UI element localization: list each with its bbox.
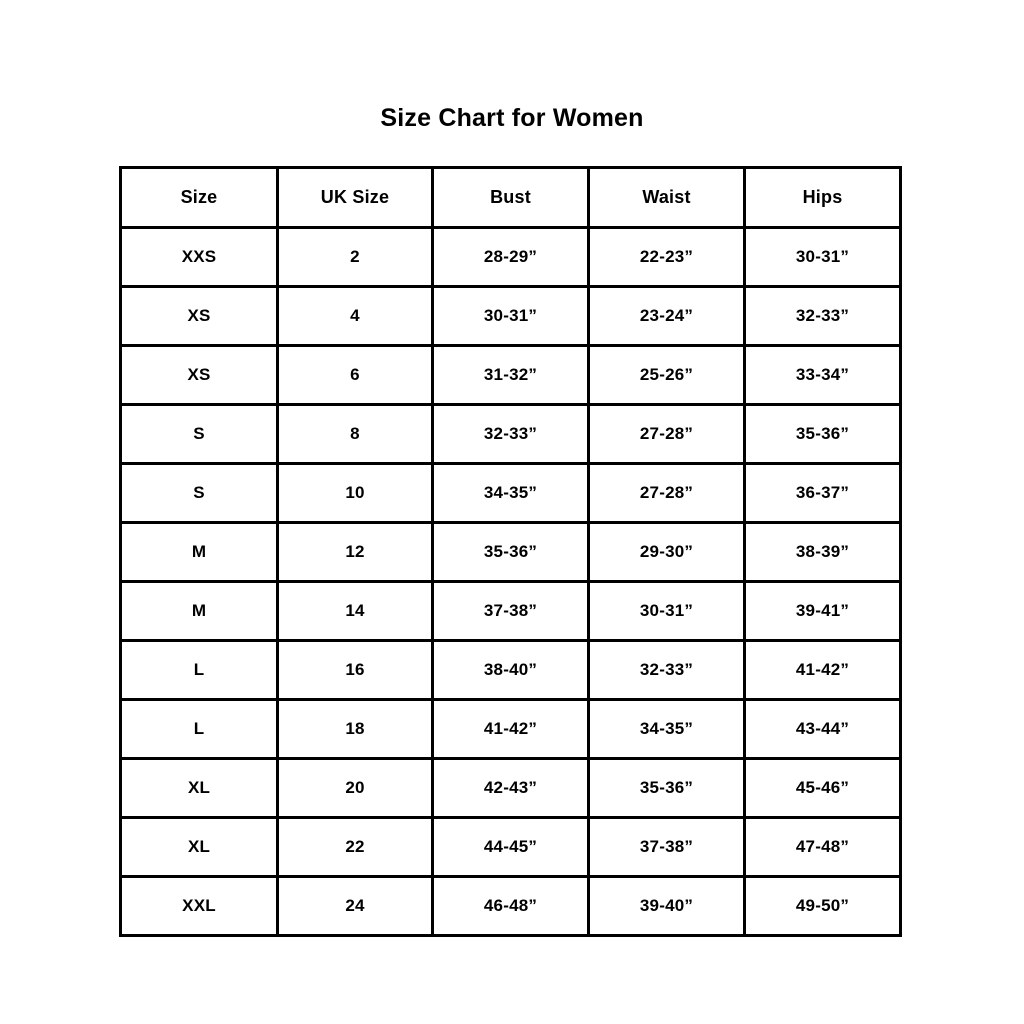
cell-waist: 37-38” (587, 816, 746, 878)
cell-bust: 41-42” (431, 698, 590, 760)
cell-waist: 27-28” (587, 462, 746, 524)
table-row: M 14 37-38” 30-31” 39-41” (119, 580, 902, 642)
table-row: XXS 2 28-29” 22-23” 30-31” (119, 226, 902, 288)
table-row: S 8 32-33” 27-28” 35-36” (119, 403, 902, 465)
table-row: XXL 24 46-48” 39-40” 49-50” (119, 875, 902, 937)
table-row: L 18 41-42” 34-35” 43-44” (119, 698, 902, 760)
cell-hips: 39-41” (743, 580, 902, 642)
cell-size: XL (119, 757, 279, 819)
column-header-uk-size: UK Size (276, 166, 434, 229)
cell-hips: 35-36” (743, 403, 902, 465)
cell-waist: 29-30” (587, 521, 746, 583)
table-row: XL 20 42-43” 35-36” 45-46” (119, 757, 902, 819)
cell-hips: 41-42” (743, 639, 902, 701)
cell-size: L (119, 698, 279, 760)
cell-bust: 32-33” (431, 403, 590, 465)
table-row: XS 4 30-31” 23-24” 32-33” (119, 285, 902, 347)
table-row: XL 22 44-45” 37-38” 47-48” (119, 816, 902, 878)
cell-hips: 32-33” (743, 285, 902, 347)
cell-hips: 43-44” (743, 698, 902, 760)
cell-waist: 35-36” (587, 757, 746, 819)
table-row: S 10 34-35” 27-28” 36-37” (119, 462, 902, 524)
cell-bust: 28-29” (431, 226, 590, 288)
cell-uk: 20 (276, 757, 434, 819)
cell-uk: 10 (276, 462, 434, 524)
cell-uk: 14 (276, 580, 434, 642)
table-header-row: Size UK Size Bust Waist Hips (119, 166, 902, 229)
column-header-bust: Bust (431, 166, 590, 229)
cell-uk: 4 (276, 285, 434, 347)
cell-hips: 38-39” (743, 521, 902, 583)
table-row: XS 6 31-32” 25-26” 33-34” (119, 344, 902, 406)
cell-uk: 24 (276, 875, 434, 937)
page-title: Size Chart for Women (380, 104, 644, 132)
cell-bust: 44-45” (431, 816, 590, 878)
cell-uk: 22 (276, 816, 434, 878)
cell-hips: 33-34” (743, 344, 902, 406)
cell-waist: 25-26” (587, 344, 746, 406)
cell-bust: 31-32” (431, 344, 590, 406)
cell-bust: 46-48” (431, 875, 590, 937)
cell-size: S (119, 403, 279, 465)
cell-waist: 30-31” (587, 580, 746, 642)
cell-bust: 42-43” (431, 757, 590, 819)
cell-uk: 18 (276, 698, 434, 760)
cell-size: XL (119, 816, 279, 878)
cell-hips: 36-37” (743, 462, 902, 524)
cell-size: M (119, 521, 279, 583)
cell-waist: 39-40” (587, 875, 746, 937)
column-header-hips: Hips (743, 166, 902, 229)
cell-size: XS (119, 344, 279, 406)
size-table-container: Size UK Size Bust Waist Hips XXS 2 28-29… (119, 166, 902, 937)
column-header-size: Size (119, 166, 279, 229)
cell-waist: 23-24” (587, 285, 746, 347)
cell-size: M (119, 580, 279, 642)
cell-size: XS (119, 285, 279, 347)
cell-bust: 34-35” (431, 462, 590, 524)
cell-uk: 2 (276, 226, 434, 288)
cell-size: S (119, 462, 279, 524)
table-row: M 12 35-36” 29-30” 38-39” (119, 521, 902, 583)
column-header-waist: Waist (587, 166, 746, 229)
cell-bust: 37-38” (431, 580, 590, 642)
cell-uk: 6 (276, 344, 434, 406)
cell-bust: 35-36” (431, 521, 590, 583)
cell-uk: 8 (276, 403, 434, 465)
cell-hips: 49-50” (743, 875, 902, 937)
cell-hips: 47-48” (743, 816, 902, 878)
cell-waist: 22-23” (587, 226, 746, 288)
cell-waist: 27-28” (587, 403, 746, 465)
cell-uk: 12 (276, 521, 434, 583)
table-header: Size UK Size Bust Waist Hips (119, 166, 902, 229)
cell-size: XXL (119, 875, 279, 937)
cell-hips: 45-46” (743, 757, 902, 819)
cell-hips: 30-31” (743, 226, 902, 288)
size-chart-table: Size UK Size Bust Waist Hips XXS 2 28-29… (119, 166, 902, 937)
cell-waist: 32-33” (587, 639, 746, 701)
cell-waist: 34-35” (587, 698, 746, 760)
cell-uk: 16 (276, 639, 434, 701)
cell-bust: 30-31” (431, 285, 590, 347)
cell-size: L (119, 639, 279, 701)
cell-size: XXS (119, 226, 279, 288)
cell-bust: 38-40” (431, 639, 590, 701)
table-body: XXS 2 28-29” 22-23” 30-31” XS 4 30-31” 2… (119, 226, 902, 937)
table-row: L 16 38-40” 32-33” 41-42” (119, 639, 902, 701)
